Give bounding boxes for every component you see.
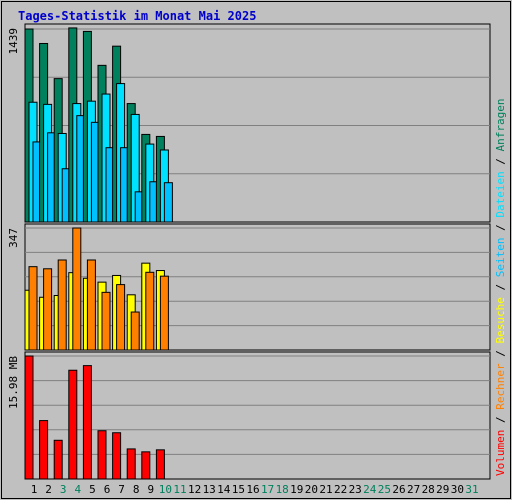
- rechner-bar: [145, 271, 155, 351]
- rechner-bar: [159, 275, 169, 351]
- legend-anfragen: Anfragen: [494, 98, 507, 151]
- volumen-bar: [39, 420, 49, 480]
- anfragen-panel: 1439: [7, 23, 491, 223]
- day-label: 15: [232, 483, 245, 496]
- legend-volumen: Volumen: [494, 430, 507, 476]
- day-label: 2: [45, 483, 52, 496]
- legend-separator: /: [494, 218, 507, 238]
- legend-rechner: Rechner: [494, 363, 507, 410]
- volumen-bar: [155, 449, 165, 480]
- day-label: 7: [118, 483, 125, 496]
- day-label: 22: [334, 483, 347, 496]
- volumen-bar: [53, 439, 63, 480]
- legend-separator: /: [494, 151, 507, 171]
- day-label: 20: [305, 483, 318, 496]
- legend-separator: /: [494, 344, 507, 364]
- day-label: 26: [392, 483, 405, 496]
- besuche-panel: 347: [7, 223, 491, 351]
- legend-separator: /: [494, 410, 507, 430]
- day-label: 21: [319, 483, 332, 496]
- day-label: 13: [203, 483, 216, 496]
- volumen-bar: [112, 432, 122, 480]
- day-label: 25: [378, 483, 391, 496]
- rechner-bar: [86, 259, 96, 351]
- day-label: 24: [363, 483, 377, 496]
- day-label: 16: [246, 483, 259, 496]
- volumen-bar: [24, 355, 34, 480]
- day-label: 9: [147, 483, 154, 496]
- volumen-bar: [97, 430, 107, 480]
- rechner-bar: [28, 266, 38, 351]
- day-label: 3: [60, 483, 67, 496]
- day-label: 8: [133, 483, 140, 496]
- day-label: 29: [436, 483, 449, 496]
- legend-dateien: Dateien: [494, 171, 507, 217]
- panel-max-label: 15.98 MB: [7, 356, 20, 409]
- rechner-bar: [43, 268, 53, 351]
- legend-besuche: Besuche: [494, 297, 507, 343]
- rechner-bar: [101, 291, 111, 351]
- day-label: 17: [261, 483, 274, 496]
- panel-max-label: 1439: [7, 28, 20, 55]
- volumen-panel: 15.98 MB: [7, 351, 491, 480]
- seiten-bar: [163, 182, 173, 223]
- day-label: 27: [407, 483, 420, 496]
- day-label: 10: [159, 483, 172, 496]
- volumen-bar: [126, 448, 136, 480]
- chart-title: Tages-Statistik im Monat Mai 2025: [18, 9, 256, 23]
- day-label: 30: [451, 483, 464, 496]
- day-labels: 1 2 3 4 5 6 7 8 9 10 11 12 13 14 15 16 17 18 19 20 21 22 23 24 2…: [31, 483, 479, 496]
- panel-max-label: 347: [7, 228, 20, 248]
- day-label: 1: [31, 483, 38, 496]
- rechner-bar: [116, 284, 126, 351]
- rechner-bar: [72, 227, 82, 351]
- day-label: 28: [422, 483, 435, 496]
- rechner-bar: [130, 311, 140, 351]
- day-label: 19: [290, 483, 303, 496]
- day-label: 5: [89, 483, 96, 496]
- day-label: 12: [188, 483, 201, 496]
- legend: Volumen / Rechner / Besuche / Seiten / D…: [494, 98, 507, 476]
- day-label: 4: [74, 483, 81, 496]
- legend-seiten: Seiten: [494, 238, 507, 278]
- volumen-bar: [68, 369, 78, 480]
- volumen-bar: [141, 451, 151, 480]
- day-label: 6: [104, 483, 111, 496]
- day-label: 23: [349, 483, 362, 496]
- panel-frame: [24, 351, 491, 480]
- volumen-bar: [82, 365, 92, 480]
- day-label: 11: [173, 483, 186, 496]
- day-label: 14: [217, 483, 231, 496]
- legend-text: Volumen / Rechner / Besuche / Seiten / D…: [494, 98, 507, 476]
- day-label: 18: [276, 483, 289, 496]
- legend-separator: /: [494, 277, 507, 297]
- rechner-bar: [57, 259, 67, 351]
- day-label: 31: [465, 483, 478, 496]
